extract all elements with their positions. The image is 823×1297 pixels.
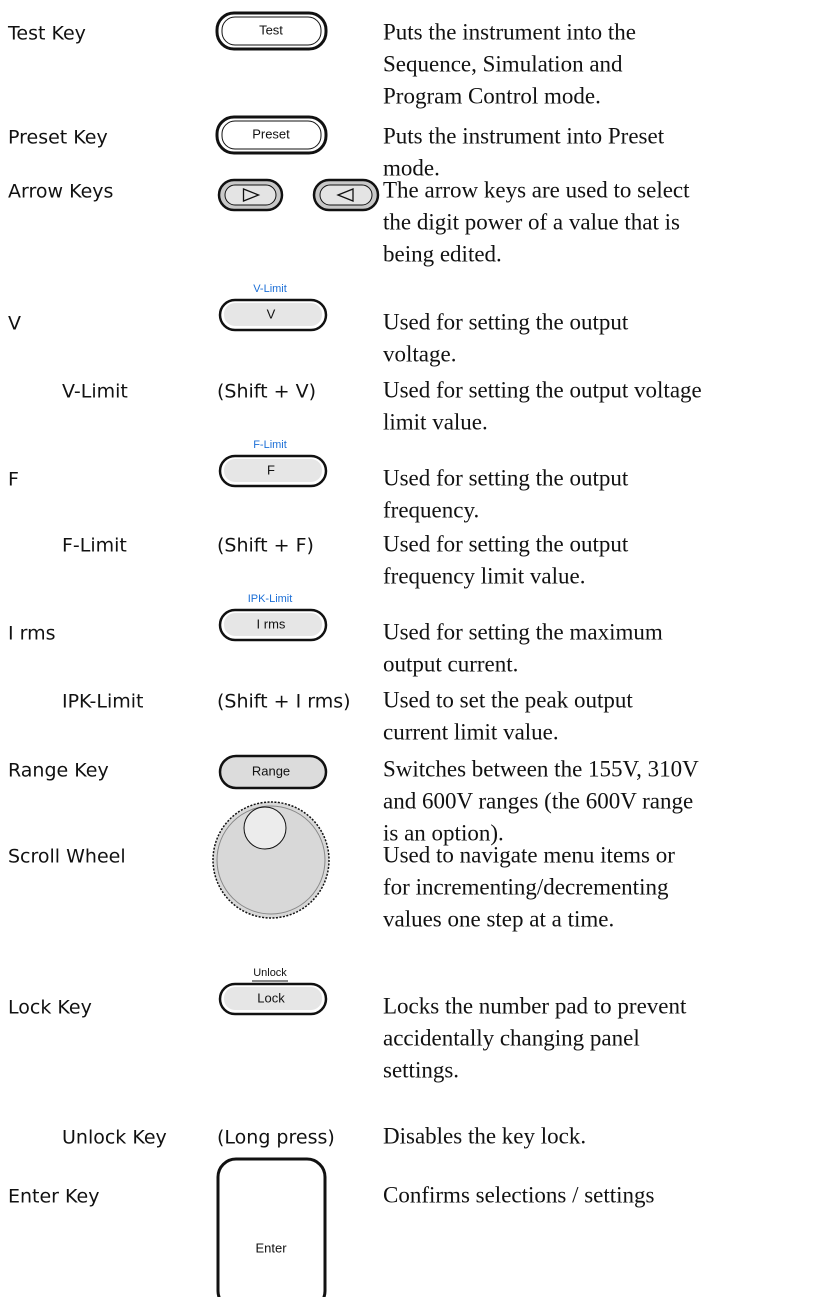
wheel-outer bbox=[212, 801, 330, 919]
key-description: Used to set the peak output bbox=[383, 687, 633, 712]
key-description: Locks the number pad to prevent bbox=[383, 993, 687, 1018]
key-combo: (Shift + V) bbox=[217, 381, 316, 403]
key-button-label: I rms bbox=[257, 616, 286, 631]
key-name: Unlock Key bbox=[62, 1127, 167, 1149]
key-description: limit value. bbox=[383, 409, 488, 434]
key-combo: (Long press) bbox=[217, 1127, 335, 1149]
key-caption: Unlock bbox=[253, 967, 287, 979]
key-inner bbox=[319, 184, 373, 206]
key-description: frequency. bbox=[383, 497, 479, 522]
key-description: Used for setting the output bbox=[383, 531, 629, 556]
key-description: and 600V ranges (the 600V range bbox=[383, 788, 693, 813]
key-description: is an option). bbox=[383, 820, 504, 845]
key-description: accidentally changing panel bbox=[383, 1025, 640, 1050]
wheel-knob bbox=[243, 806, 287, 850]
key-name: Enter Key bbox=[8, 1186, 99, 1208]
key-inner bbox=[224, 184, 277, 206]
key-outline bbox=[216, 1157, 327, 1297]
key-button-label: F bbox=[267, 462, 275, 477]
key-inner bbox=[224, 613, 322, 636]
key-inner bbox=[224, 987, 322, 1010]
key-button-label: Preset bbox=[252, 126, 290, 141]
key-button-label: Lock bbox=[257, 990, 285, 1005]
key-description: Puts the instrument into the bbox=[383, 19, 636, 44]
key-inner bbox=[221, 16, 322, 46]
key-description: frequency limit value. bbox=[383, 563, 585, 588]
key-description: settings. bbox=[383, 1057, 459, 1082]
key-name: Lock Key bbox=[8, 997, 92, 1019]
key-caption: V-Limit bbox=[253, 283, 287, 295]
key-name: F-Limit bbox=[62, 535, 127, 557]
key-name: F bbox=[8, 469, 19, 491]
key-name: Range Key bbox=[8, 760, 109, 782]
key-description: Program Control mode. bbox=[383, 83, 601, 108]
key-description: Confirms selections / settings bbox=[383, 1182, 655, 1207]
wheel-rim bbox=[216, 805, 326, 915]
key-description: output current. bbox=[383, 651, 518, 676]
key-button-label: Test bbox=[259, 22, 283, 37]
key-name: Arrow Keys bbox=[8, 181, 113, 203]
key-inner bbox=[224, 303, 322, 326]
key-name: I rms bbox=[8, 623, 56, 645]
key-outline bbox=[218, 754, 328, 790]
key-description: Disables the key lock. bbox=[383, 1123, 586, 1148]
key-description: Switches between the 155V, 310V bbox=[383, 756, 699, 781]
key-inner bbox=[221, 120, 322, 150]
key-name: IPK-Limit bbox=[62, 691, 143, 713]
key-name: Test Key bbox=[7, 23, 86, 45]
key-description: Sequence, Simulation and bbox=[383, 51, 623, 76]
key-combo: (Shift + I rms) bbox=[217, 691, 351, 713]
key-description: the digit power of a value that is bbox=[383, 209, 680, 234]
key-description: mode. bbox=[383, 155, 440, 180]
key-description: Used for setting the output voltage bbox=[383, 377, 702, 402]
arrow-icon bbox=[336, 188, 354, 202]
arrow-icon bbox=[242, 188, 261, 202]
key-name: V bbox=[8, 313, 21, 335]
key-combo: (Shift + F) bbox=[217, 535, 314, 557]
key-description: for incrementing/decrementing bbox=[383, 874, 669, 899]
key-description: Puts the instrument into Preset bbox=[383, 123, 665, 148]
key-button-label: V bbox=[267, 306, 276, 321]
key-name: Preset Key bbox=[8, 127, 108, 149]
key-description: The arrow keys are used to select bbox=[383, 177, 690, 202]
key-button-label: Range bbox=[252, 763, 290, 778]
key-caption: IPK-Limit bbox=[248, 593, 293, 605]
key-description: current limit value. bbox=[383, 719, 559, 744]
key-description: Used for setting the output bbox=[383, 309, 629, 334]
key-description: voltage. bbox=[383, 341, 456, 366]
key-description: Used for setting the output bbox=[383, 465, 629, 490]
key-button-label: Enter bbox=[255, 1240, 287, 1255]
key-name: Scroll Wheel bbox=[8, 846, 126, 868]
key-description: Used to navigate menu items or bbox=[383, 842, 675, 867]
key-description: being edited. bbox=[383, 241, 502, 266]
key-description: values one step at a time. bbox=[383, 906, 614, 931]
key-inner bbox=[224, 459, 322, 482]
key-caption: F-Limit bbox=[253, 439, 287, 451]
key-description: Used for setting the maximum bbox=[383, 619, 663, 644]
key-name: V-Limit bbox=[62, 381, 128, 403]
